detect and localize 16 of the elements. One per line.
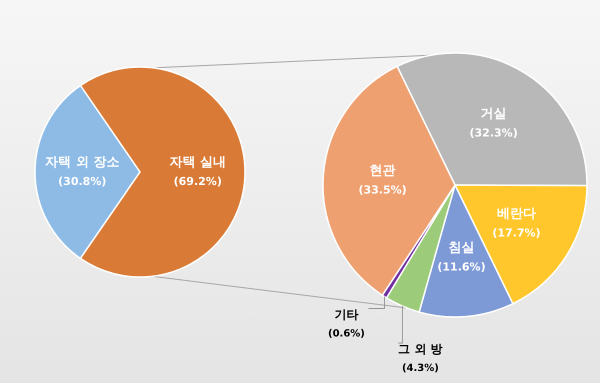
slice-label: 기타	[334, 308, 358, 322]
slice-label: 현관	[370, 163, 396, 178]
data-label: (32.3%)	[470, 126, 518, 140]
data-label: (30.8%)	[58, 174, 106, 188]
data-label: (0.6%)	[328, 328, 365, 340]
data-label: (17.7%)	[492, 226, 541, 240]
slice-label: 그 외 방	[398, 342, 443, 356]
slice-label: 자택 실내	[169, 155, 226, 170]
data-label: (69.2%)	[174, 175, 222, 188]
slice-label: 거실	[480, 106, 507, 122]
slice-label: 베란다	[496, 206, 536, 222]
slice-label: 침실	[448, 240, 474, 256]
data-label: (11.6%)	[437, 260, 486, 274]
data-label: (4.3%)	[402, 363, 439, 374]
slice-label: 자택 외 장소	[45, 154, 120, 170]
data-label: (33.5%)	[358, 183, 407, 196]
